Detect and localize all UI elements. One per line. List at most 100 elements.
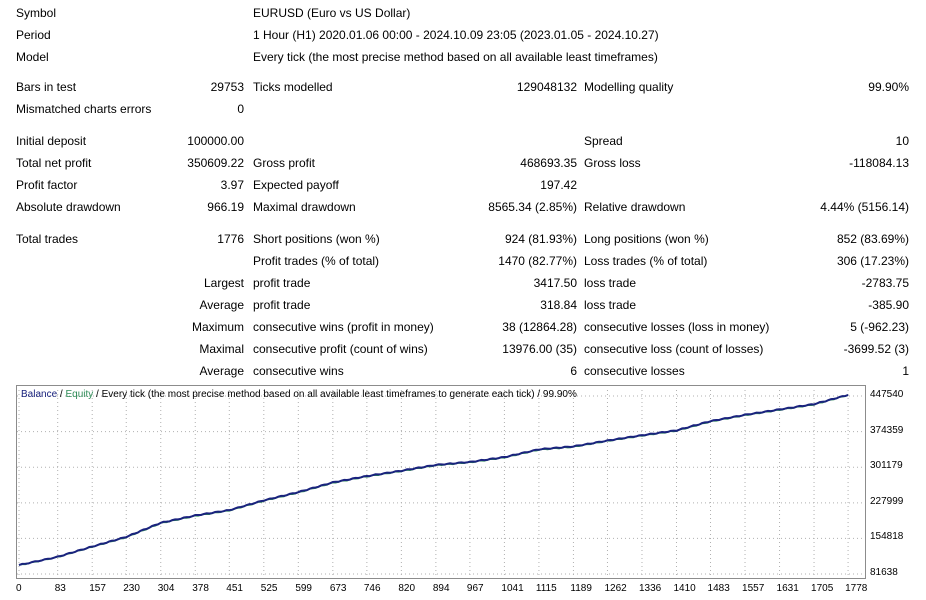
legend-balance: Balance [21,389,58,400]
total-trades-label: Total trades [16,232,79,246]
gross-profit-value: 468693.35 [520,156,577,170]
x-tick-label: 1262 [604,583,627,594]
balance-line [18,393,849,567]
x-tick-label: 1631 [776,583,799,594]
profit-factor-value: 3.97 [220,178,244,192]
maximal-drawdown-value: 8565.34 (2.85%) [488,200,577,214]
legend-description: / Every tick (the most precise method ba… [93,389,577,400]
trade-row-b-value: -2783.75 [861,276,909,290]
x-tick-label: 157 [89,583,106,594]
x-tick-label: 1483 [707,583,730,594]
total-net-profit-value: 350609.22 [187,156,244,170]
profit-trades-value: 1470 (82.77%) [498,254,577,268]
total-net-profit-label: Total net profit [16,156,92,170]
gross-profit-label: Gross profit [253,156,316,170]
trade-row-a-value: 6 [570,364,577,378]
bars-in-test-label: Bars in test [16,80,77,94]
x-tick-label: 1336 [638,583,662,594]
period-label: Period [16,28,51,42]
trade-row-b-label: loss trade [584,298,637,312]
y-tick-label: 447540 [870,389,904,401]
trade-row-a-label: consecutive wins (profit in money) [253,320,434,334]
y-tick-label: 81638 [870,567,898,578]
trade-row-a-value: 38 (12864.28) [502,320,577,334]
x-tick-label: 1778 [845,583,868,594]
long-positions-value: 852 (83.69%) [836,232,909,246]
x-tick-label: 0 [16,583,22,594]
modelling-quality-value: 99.90% [868,80,909,94]
x-tick-label: 673 [329,583,347,594]
symbol-value: EURUSD (Euro vs US Dollar) [253,6,411,20]
x-tick-label: 967 [466,583,484,594]
trade-row-b-value: -3699.52 (3) [843,342,909,356]
bars-in-test-value: 29753 [210,80,244,94]
mismatched-label: Mismatched charts errors [16,102,152,116]
relative-drawdown-value: 4.44% (5156.14) [820,200,909,214]
x-tick-label: 1410 [673,583,696,594]
mismatched-value: 0 [237,102,244,116]
x-tick-label: 83 [54,583,66,594]
maximal-drawdown-label: Maximal drawdown [253,200,356,214]
trade-row-a-value: 3417.50 [533,276,577,290]
trade-row-b-label: consecutive losses (loss in money) [584,320,770,334]
long-positions-label: Long positions (won %) [584,232,709,246]
trade-row-b-value: 5 (-962.23) [850,320,909,334]
trade-row-prefix: Average [199,364,244,378]
spread-label: Spread [584,134,623,148]
trade-row-a-value: 318.84 [540,298,577,312]
x-tick-label: 525 [260,583,278,594]
profit-factor-label: Profit factor [16,178,78,192]
loss-trades-value: 306 (17.23%) [836,254,909,268]
modelling-quality-label: Modelling quality [584,80,674,94]
period-value: 1 Hour (H1) 2020.01.06 00:00 - 2024.10.0… [253,28,659,42]
expected-payoff-label: Expected payoff [253,178,339,192]
trade-row-a-label: consecutive profit (count of wins) [253,342,428,356]
x-tick-label: 820 [398,583,416,594]
profit-trades-label: Profit trades (% of total) [253,254,380,268]
trade-row-a-label: profit trade [253,276,311,290]
short-positions-label: Short positions (won %) [253,232,380,246]
model-label: Model [16,50,49,64]
trade-row-a-label: profit trade [253,298,311,312]
trade-row-prefix: Average [199,298,244,312]
absolute-drawdown-value: 966.19 [207,200,244,214]
y-tick-label: 301179 [870,460,903,472]
x-tick-label: 230 [123,583,140,594]
x-tick-label: 378 [192,583,209,594]
x-tick-label: 1041 [501,583,524,594]
x-tick-label: 746 [363,583,381,594]
trade-row-a-value: 13976.00 (35) [502,342,577,356]
trade-row-prefix: Largest [203,276,244,290]
x-tick-label: 1189 [570,583,592,594]
legend-equity: Equity [65,389,94,400]
trade-row-b-label: consecutive loss (count of losses) [584,342,764,356]
legend-separator: / [57,389,66,400]
ticks-modelled-label: Ticks modelled [253,80,333,94]
x-tick-label: 1557 [742,583,765,594]
trade-row-b-label: consecutive losses [584,364,685,378]
loss-trades-label: Loss trades (% of total) [584,254,708,268]
short-positions-value: 924 (81.93%) [504,232,577,246]
trade-row-prefix: Maximum [191,320,244,334]
x-tick-label: 1115 [535,583,557,594]
total-trades-value: 1776 [217,232,244,246]
ticks-modelled-value: 129048132 [516,80,577,94]
gross-loss-label: Gross loss [584,156,641,170]
symbol-label: Symbol [16,6,57,20]
expected-payoff-value: 197.42 [540,178,577,192]
y-tick-label: 227999 [870,495,904,507]
chart-legend: Balance / Equity / Every tick (the most … [21,389,577,400]
absolute-drawdown-label: Absolute drawdown [16,200,121,214]
gross-loss-value: -118084.13 [849,156,909,170]
trade-row-a-label: consecutive wins [253,364,344,378]
x-tick-label: 1705 [811,583,834,594]
equity-line [18,394,849,566]
x-tick-label: 304 [157,583,175,594]
initial-deposit-label: Initial deposit [16,134,87,148]
trade-row-prefix: Maximal [199,342,244,356]
initial-deposit-value: 100000.00 [187,134,244,148]
balance-equity-chart: Balance / Equity / Every tick (the most … [16,385,866,579]
trade-row-b-value: -385.90 [868,298,909,312]
trade-row-b-label: loss trade [584,276,637,290]
trade-row-b-value: 1 [902,364,909,378]
